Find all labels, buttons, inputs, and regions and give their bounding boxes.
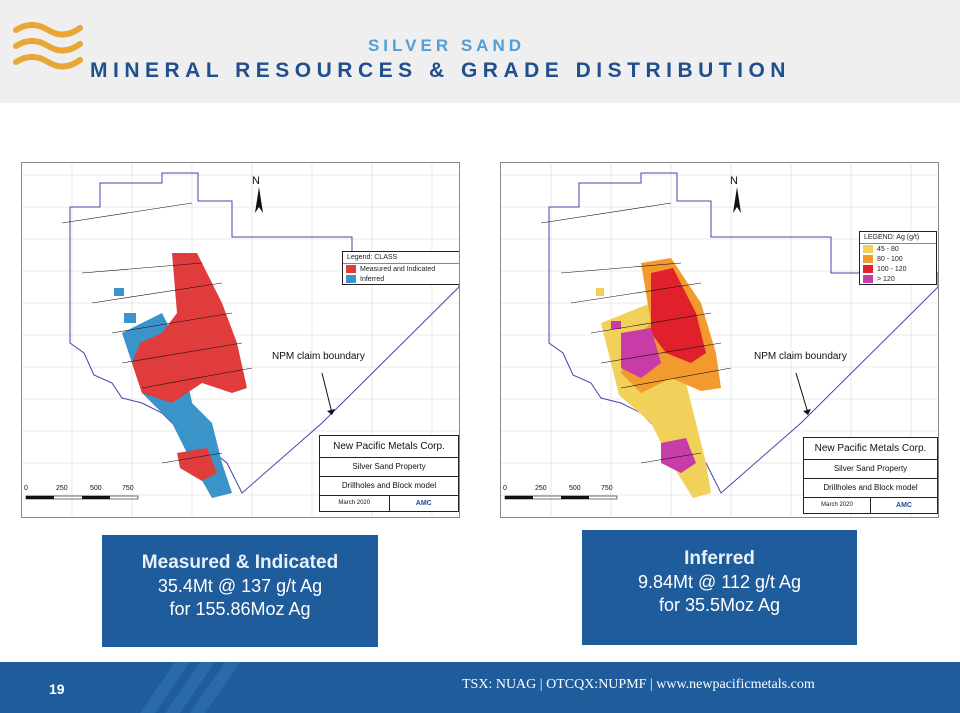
legend-item: > 120 bbox=[860, 274, 936, 284]
legend-item: 100 - 120 bbox=[860, 264, 936, 274]
wave-logo-icon bbox=[13, 22, 83, 70]
scale-label: 0 bbox=[503, 485, 507, 492]
legend-item: Measured and Indicated bbox=[343, 264, 459, 274]
claim-boundary-label: NPM claim boundary bbox=[272, 351, 365, 362]
legend-swatch bbox=[346, 275, 356, 283]
footer-stripes-decoration bbox=[140, 662, 240, 713]
legend-item: Inferred bbox=[343, 274, 459, 284]
legend-swatch bbox=[863, 275, 873, 283]
right-map-grade: N LEGEND: Ag (g/t) 45 - 80 80 - 100 100 … bbox=[500, 162, 939, 518]
scale-label: 0 bbox=[24, 485, 28, 492]
scale-label: 500 bbox=[90, 485, 102, 492]
property-name: Silver Sand Property bbox=[804, 460, 937, 479]
legend-label: Measured and Indicated bbox=[360, 265, 436, 273]
date-logo-row: March 2020 AMC bbox=[320, 496, 458, 511]
grade-legend: LEGEND: Ag (g/t) 45 - 80 80 - 100 100 - … bbox=[859, 231, 937, 285]
amc-logo: AMC bbox=[896, 502, 912, 509]
summary-tonnage: 9.84Mt @ 112 g/t Ag bbox=[637, 572, 802, 592]
company-name: New Pacific Metals Corp. bbox=[804, 438, 937, 460]
summary-heading: Inferred bbox=[684, 548, 755, 569]
scale-label: 250 bbox=[56, 485, 68, 492]
scale-label: 500 bbox=[569, 485, 581, 492]
model-name: Drillholes and Block model bbox=[804, 479, 937, 498]
map-title-block: New Pacific Metals Corp. Silver Sand Pro… bbox=[319, 435, 459, 512]
legend-swatch bbox=[346, 265, 356, 273]
legend-label: 100 - 120 bbox=[877, 265, 907, 273]
left-map-classification: N Legend: CLASS Measured and Indicated I… bbox=[21, 162, 460, 518]
legend-swatch bbox=[863, 255, 873, 263]
slide-title: MINERAL RESOURCES & GRADE DISTRIBUTION bbox=[90, 59, 791, 82]
legend-label: 45 - 80 bbox=[877, 245, 899, 253]
company-name: New Pacific Metals Corp. bbox=[320, 436, 458, 458]
map-date: March 2020 bbox=[804, 498, 871, 513]
summary-contained-metal: for 35.5Moz Ag bbox=[658, 595, 781, 615]
legend-title: LEGEND: Ag (g/t) bbox=[860, 232, 936, 244]
property-name: Silver Sand Property bbox=[320, 458, 458, 477]
summary-heading: Measured & Indicated bbox=[141, 552, 339, 573]
model-name: Drillholes and Block model bbox=[320, 477, 458, 496]
measured-indicated-summary: Measured & Indicated 35.4Mt @ 137 g/t Ag… bbox=[102, 535, 378, 647]
page-number: 19 bbox=[49, 681, 65, 697]
map-title-block: New Pacific Metals Corp. Silver Sand Pro… bbox=[803, 437, 938, 514]
footer-contact-text: TSX: NUAG | OTCQX:NUPMF | www.newpacific… bbox=[462, 677, 815, 692]
inferred-summary: Inferred 9.84Mt @ 112 g/t Ag for 35.5Moz… bbox=[582, 530, 857, 645]
summary-tonnage: 35.4Mt @ 137 g/t Ag bbox=[157, 576, 323, 596]
amc-logo: AMC bbox=[415, 500, 432, 507]
right-map-drawing bbox=[501, 163, 938, 517]
claim-boundary-label: NPM claim boundary bbox=[754, 351, 847, 362]
scale-label: 750 bbox=[122, 485, 134, 492]
north-arrow-label: N bbox=[730, 175, 738, 187]
legend-item: 45 - 80 bbox=[860, 244, 936, 254]
legend-title: Legend: CLASS bbox=[343, 252, 459, 264]
legend-label: > 120 bbox=[877, 275, 895, 283]
map-date: March 2020 bbox=[320, 496, 390, 511]
north-arrow-label: N bbox=[252, 175, 260, 187]
scale-label: 250 bbox=[535, 485, 547, 492]
legend-label: Inferred bbox=[360, 275, 385, 283]
legend-label: 80 - 100 bbox=[877, 255, 903, 263]
classification-legend: Legend: CLASS Measured and Indicated Inf… bbox=[342, 251, 459, 285]
date-logo-row: March 2020 AMC bbox=[804, 498, 937, 513]
slide-footer bbox=[0, 662, 960, 713]
slide-header: SILVER SAND MINERAL RESOURCES & GRADE DI… bbox=[0, 0, 960, 103]
legend-swatch bbox=[863, 245, 873, 253]
scale-label: 750 bbox=[601, 485, 613, 492]
legend-swatch bbox=[863, 265, 873, 273]
summary-contained-metal: for 155.86Moz Ag bbox=[169, 599, 311, 619]
slide-subtitle: SILVER SAND bbox=[367, 36, 526, 55]
legend-item: 80 - 100 bbox=[860, 254, 936, 264]
